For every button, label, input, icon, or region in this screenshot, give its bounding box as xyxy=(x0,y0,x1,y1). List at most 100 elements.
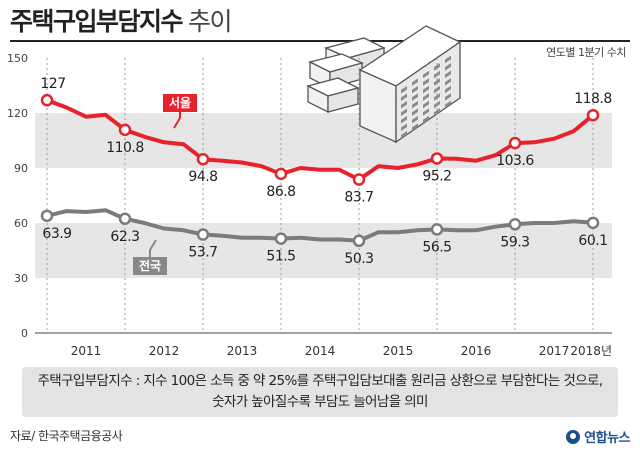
building-window xyxy=(445,55,451,64)
building-window xyxy=(412,100,418,109)
legend-national-badge xyxy=(133,257,167,275)
title-main: 주택구입부담지수 xyxy=(10,7,184,36)
series-layer: 127 110.8 94.8 86.8 83.7 95.2 103.6 118.8 63.9 62… xyxy=(40,76,612,267)
source-credit: 자료/ 한국주택금융공사 xyxy=(10,429,123,443)
building-window xyxy=(423,100,429,109)
data-point-marker xyxy=(196,228,210,241)
note-line-1: 주택구입부담지수 : 지수 100은 소득 중 약 25%를 주택구입담보대출 … xyxy=(37,373,603,389)
y-tick-label: 30 xyxy=(14,272,28,285)
building-window xyxy=(423,108,429,116)
x-tick-label: 2018년 xyxy=(570,344,612,358)
building-window xyxy=(401,86,407,94)
data-point-marker xyxy=(508,218,522,231)
x-tick-label: 2017 xyxy=(539,344,570,358)
building-window xyxy=(401,108,407,116)
building-window xyxy=(412,123,418,131)
data-label: 110.8 xyxy=(106,140,144,156)
data-point-marker xyxy=(274,232,288,245)
x-tick-label: 2014 xyxy=(305,344,336,358)
building-window xyxy=(445,70,451,79)
data-label: 62.3 xyxy=(110,229,139,245)
data-label: 83.7 xyxy=(344,190,373,206)
data-point-marker xyxy=(430,152,444,165)
data-label: 53.7 xyxy=(188,245,217,261)
data-point-marker xyxy=(40,93,54,107)
y-tick-label: 60 xyxy=(14,217,28,230)
data-point-marker xyxy=(40,209,54,223)
data-label: 56.5 xyxy=(422,239,451,255)
series-line xyxy=(46,98,595,182)
building-window xyxy=(412,78,418,86)
legend-seoul: 서울 xyxy=(163,94,197,129)
data-label: 103.6 xyxy=(496,153,534,169)
grid-band xyxy=(35,223,612,278)
building-window xyxy=(434,108,440,116)
data-label: 63.9 xyxy=(42,226,71,242)
building-window xyxy=(401,131,407,139)
building-window xyxy=(423,78,429,86)
building-window xyxy=(423,85,429,94)
building-window xyxy=(401,101,407,109)
publisher-logo: 연합뉴스 xyxy=(566,427,630,446)
data-label: 59.3 xyxy=(500,234,529,250)
data-point-marker xyxy=(508,136,522,150)
building-window xyxy=(445,93,451,101)
series-line xyxy=(46,208,594,243)
building-window xyxy=(445,63,451,71)
x-tick-label: 2012 xyxy=(149,344,180,358)
title-rule xyxy=(10,40,630,42)
y-tick-label: 120 xyxy=(7,107,28,120)
building-illustration xyxy=(306,25,462,144)
data-point-marker xyxy=(352,173,366,186)
data-label: 86.8 xyxy=(266,184,295,200)
y-tick-label: 150 xyxy=(7,52,28,65)
y-axis: 0 30 60 90 120 150 xyxy=(7,52,612,340)
data-label: 118.8 xyxy=(574,91,612,107)
title-suffix: 추이 xyxy=(188,7,233,36)
building-window xyxy=(412,115,418,124)
data-point-marker xyxy=(352,234,366,248)
legend-seoul-pointer xyxy=(173,112,181,129)
index-definition-note: 주택구입부담지수 : 지수 100은 소득 중 약 25%를 주택구입담보대출 … xyxy=(22,367,618,417)
data-label: 50.3 xyxy=(344,251,373,267)
building-window xyxy=(445,85,451,94)
building-window xyxy=(423,70,429,79)
building-window xyxy=(434,78,440,86)
data-label: 127 xyxy=(40,76,65,92)
building-window xyxy=(412,85,418,94)
data-point-marker xyxy=(196,152,210,166)
building-window xyxy=(445,100,451,109)
legend-national-label: 전국 xyxy=(139,258,161,273)
building-window xyxy=(423,93,429,101)
building-window xyxy=(401,123,407,131)
building-window xyxy=(412,108,418,116)
logo-globe-icon xyxy=(566,429,581,444)
data-point-marker xyxy=(118,212,132,226)
data-point-marker xyxy=(430,223,444,236)
x-axis: 2011 2012 2013 2014 2015 2016 2017 2018년 xyxy=(71,344,612,358)
building-window xyxy=(434,93,440,101)
building-window xyxy=(412,93,418,101)
data-point-marker xyxy=(274,167,288,181)
legend-seoul-label: 서울 xyxy=(169,95,191,110)
logo-text: 연합뉴스 xyxy=(584,431,630,446)
building-window xyxy=(445,78,451,86)
legend-national: 전국 xyxy=(133,239,167,275)
building-window xyxy=(401,116,407,124)
chart-title: 주택구입부담지수 추이 xyxy=(10,4,233,40)
data-point-marker xyxy=(118,123,132,137)
grid-bands xyxy=(35,113,612,278)
y-tick-label: 90 xyxy=(14,162,28,175)
series-seoul: 127 110.8 94.8 86.8 83.7 95.2 103.6 118.8 xyxy=(40,76,612,206)
unit-note: 연도별 1분기 수치 xyxy=(546,46,626,59)
data-point-marker xyxy=(586,108,600,122)
building-window xyxy=(434,63,440,71)
x-tick-label: 2016 xyxy=(461,344,492,358)
building-window xyxy=(423,115,429,124)
y-tick-label: 0 xyxy=(21,327,28,340)
legend-national-pointer xyxy=(149,239,157,257)
building-window xyxy=(401,93,407,101)
x-tick-label: 2013 xyxy=(227,344,258,358)
data-label: 51.5 xyxy=(266,249,295,265)
